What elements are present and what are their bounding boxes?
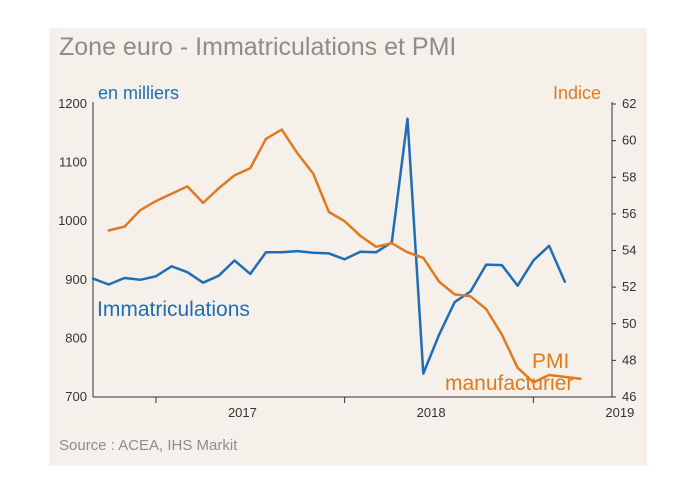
- right-tick-label: 60: [622, 133, 636, 148]
- left-tick-label: 1100: [59, 155, 87, 170]
- series-line-immatriculations: [91, 117, 567, 375]
- right-tick-label: 62: [622, 96, 636, 111]
- right-tick-label: 48: [622, 352, 636, 367]
- x-tick-label: 2018: [417, 405, 446, 420]
- right-tick-label: 46: [622, 389, 636, 404]
- right-tick-label: 50: [622, 316, 636, 331]
- left-tick-label: 900: [65, 272, 87, 287]
- right-tick-label: 52: [622, 279, 636, 294]
- right-tick-label: 56: [622, 206, 636, 221]
- x-tick-label: 2017: [228, 405, 257, 420]
- chart-lines: [91, 117, 582, 384]
- left-axis-unit-label: en milliers: [98, 83, 179, 103]
- chart-title: Zone euro - Immatriculations et PMI: [59, 33, 457, 61]
- chart-axes: 700 800 900 1000 1100 1200 46 48 50 52 54 56 58 60 62 2…: [58, 96, 636, 420]
- left-tick-label: 700: [65, 389, 87, 404]
- series-line-pmi: [107, 128, 582, 384]
- left-tick-label: 1000: [58, 213, 87, 228]
- series-label-manufacturier: manufacturier: [445, 372, 573, 395]
- x-tick-label: 2019: [605, 405, 634, 420]
- series-label-immatriculations: Immatriculations: [97, 298, 250, 321]
- right-tick-label: 54: [622, 243, 636, 258]
- left-tick-label: 800: [65, 330, 87, 345]
- chart-source: Source : ACEA, IHS Markit: [59, 437, 238, 454]
- series-label-pmi: PMI: [532, 350, 569, 373]
- right-tick-label: 58: [622, 169, 636, 184]
- left-tick-label: 1200: [58, 96, 87, 111]
- right-axis-unit-label: Indice: [553, 83, 601, 103]
